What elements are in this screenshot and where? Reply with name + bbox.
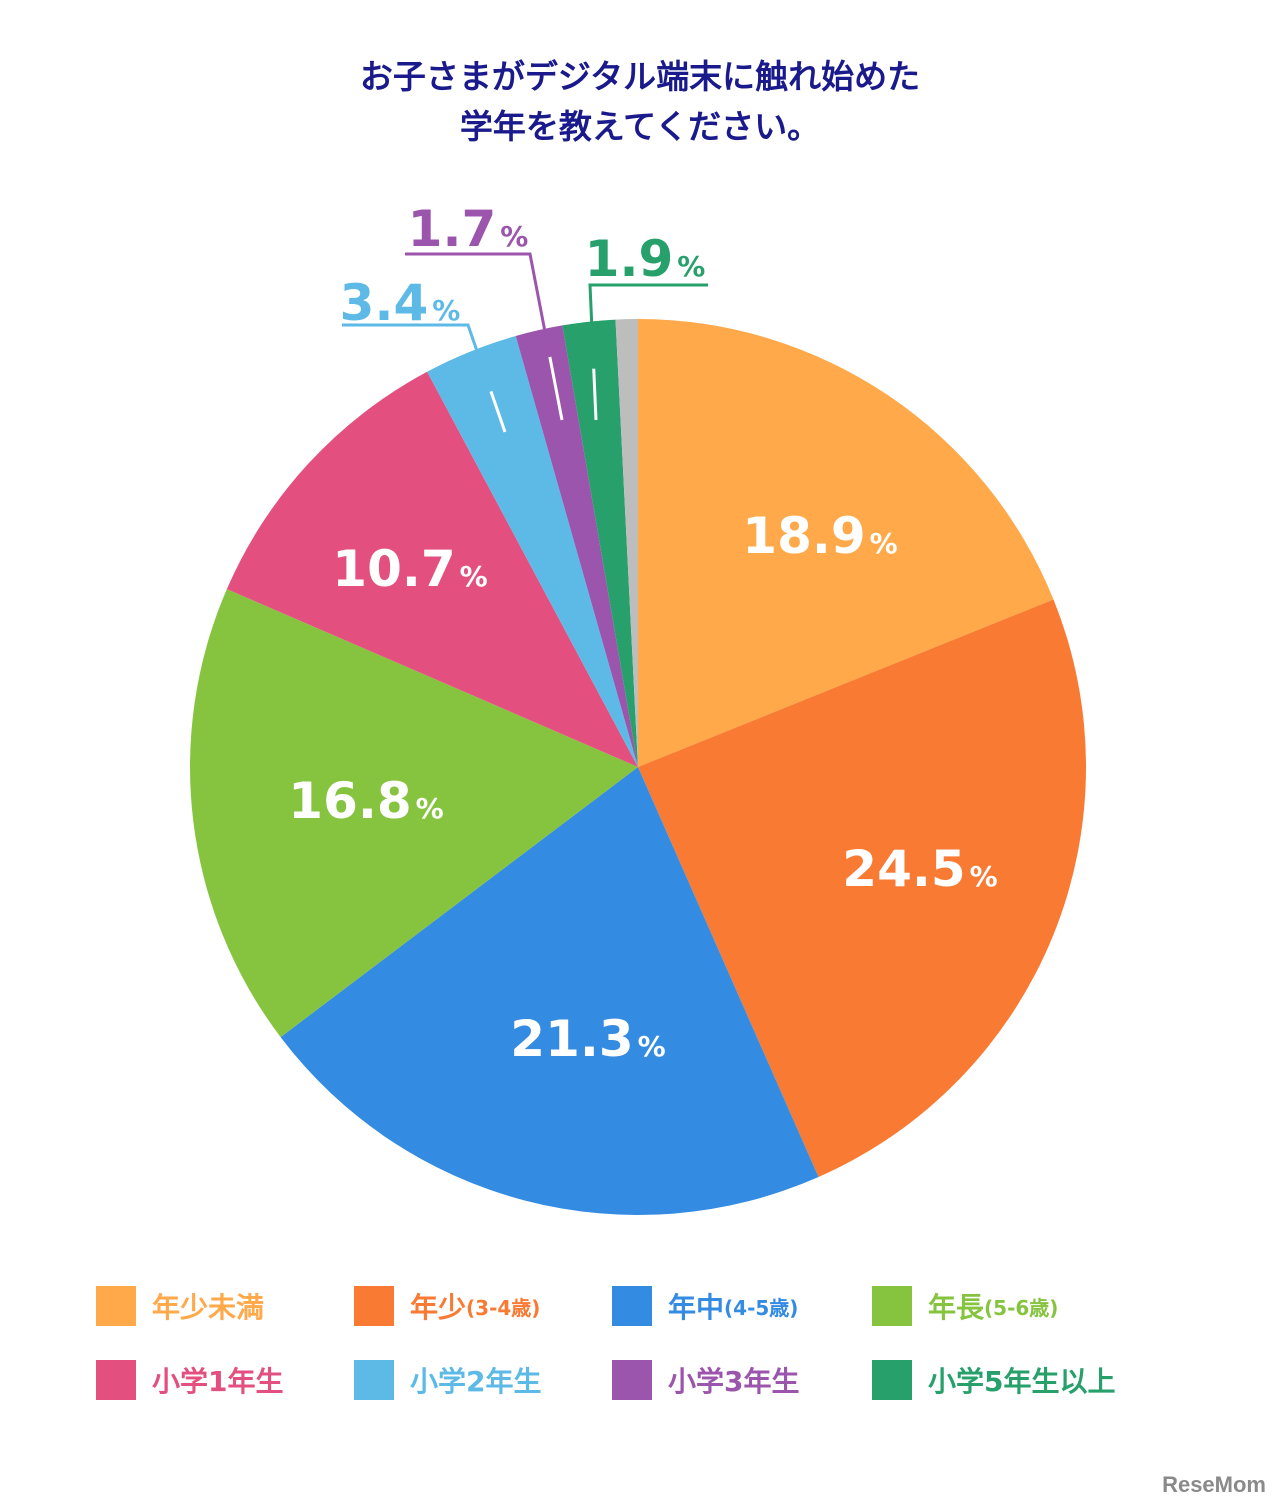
legend-item: 小学2年生 [354, 1358, 541, 1402]
chart-title: お子さまがデジタル端末に触れ始めた 学年を教えてください。 [0, 52, 1280, 152]
legend-swatch [612, 1286, 652, 1326]
legend-swatch [612, 1360, 652, 1400]
slice-value-label: 24.5% [842, 840, 997, 898]
legend-item: 小学1年生 [96, 1358, 283, 1402]
chart-title-line2: 学年を教えてください。 [459, 107, 821, 146]
legend-swatch [872, 1360, 912, 1400]
legend-label: 年少 [410, 1291, 467, 1324]
legend-label: 小学1年生 [152, 1365, 284, 1398]
pie-slice [190, 589, 638, 1038]
legend-sublabel: (5-6歳) [984, 1295, 1059, 1320]
pie-slice [615, 319, 638, 767]
legend-label: 年長 [928, 1291, 985, 1324]
slice-value-label: 21.3% [510, 1010, 665, 1068]
resemom-logo: ReseMom [1162, 1472, 1266, 1497]
legend-item: 年中 (4-5歳) [612, 1284, 798, 1328]
legend-label: 小学5年生以上 [928, 1365, 1116, 1398]
pie-slice [638, 599, 1086, 1178]
legend-swatch [96, 1286, 136, 1326]
legend-item: 小学3年生 [612, 1358, 799, 1402]
legend-swatch [96, 1360, 136, 1400]
legend-sublabel: (3-4歳) [466, 1295, 541, 1320]
pie-slice [515, 325, 638, 767]
pie-slice [226, 371, 638, 767]
legend-label: 小学2年生 [410, 1365, 542, 1398]
slice-value-label: 1.9% [585, 230, 706, 288]
legend-label: 年中 [668, 1291, 725, 1324]
legend-item: 年少 (3-4歳) [354, 1284, 540, 1328]
slice-value-label: 3.4% [340, 274, 461, 332]
legend-item: 小学5年生以上 [872, 1358, 1115, 1402]
slice-value-label: 16.8% [288, 772, 443, 830]
pie-slice [280, 767, 819, 1216]
legend-item: 年少未満 [96, 1284, 264, 1328]
legend-item: 年長 (5-6歳) [872, 1284, 1058, 1328]
pie-chart: 18.9 % 24.5 % 21.3 % 16.8 % 10.7 % 3.4 % 1.7% 1.9% [190, 200, 1086, 1216]
legend-label: 年少未満 [152, 1291, 265, 1324]
legend-label: 小学3年生 [668, 1365, 800, 1398]
pie-slice [427, 336, 638, 767]
pie-slice [562, 319, 638, 767]
slice-value-label: 10.7% [332, 540, 487, 598]
legend-swatch [354, 1360, 394, 1400]
chart-title-line1: お子さまがデジタル端末に触れ始めた [359, 57, 921, 96]
legend-sublabel: (4-5歳) [724, 1295, 799, 1320]
pie-slice [638, 319, 1054, 767]
slice-value-label: 1.7% [408, 200, 529, 258]
legend-swatch [354, 1286, 394, 1326]
slice-value-label: 18.9% [742, 507, 897, 565]
legend-swatch [872, 1286, 912, 1326]
